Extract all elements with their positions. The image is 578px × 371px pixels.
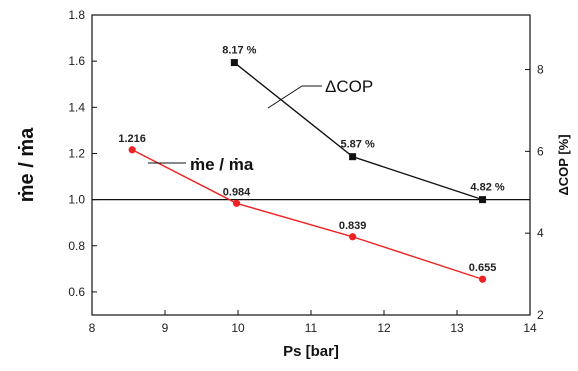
data-point-mass-ratio (349, 233, 357, 241)
data-label-mass-ratio: 0.984 (223, 186, 251, 198)
x-axis-title: Ps [bar] (283, 343, 339, 360)
y-tick-label: 1.8 (68, 8, 85, 22)
data-point-delta-cop (230, 59, 238, 67)
data-point-delta-cop (479, 196, 487, 204)
annotation-leader-delta-cop (267, 85, 303, 109)
x-tick-label: 14 (523, 321, 537, 335)
x-tick-label: 9 (162, 321, 169, 335)
data-label-mass-ratio: 0.655 (469, 262, 497, 274)
data-point-mass-ratio (232, 199, 241, 207)
data-point-mass-ratio (128, 146, 136, 154)
annotation-mass-ratio: ṁe / ṁa (190, 155, 254, 174)
x-tick-label: 13 (450, 321, 464, 335)
x-tick-label: 12 (377, 321, 391, 335)
data-label-delta-cop: 8.17 % (222, 45, 256, 57)
y-axis-title: ṁe / ṁa (16, 127, 38, 202)
x-tick-label: 8 (89, 321, 96, 335)
data-label-delta-cop: 4.82 % (470, 182, 504, 194)
data-label-mass-ratio: 1.216 (118, 133, 146, 145)
x-tick-label: 11 (305, 321, 318, 335)
y2-tick-label: 2 (537, 308, 544, 322)
x-tick-label: 10 (231, 321, 245, 335)
y2-tick-label: 8 (537, 63, 544, 77)
y-tick-label: 0.8 (68, 239, 85, 253)
y2-tick-label: 4 (537, 226, 544, 240)
y-tick-label: 1.0 (68, 193, 85, 207)
y2-tick-label: 6 (537, 144, 544, 158)
data-label-delta-cop: 5.87 % (340, 139, 374, 151)
data-point-delta-cop (349, 153, 357, 161)
series-line-mass-ratio (131, 149, 483, 280)
y-tick-label: 1.4 (68, 100, 85, 114)
y2-axis-title: ΔCOP [%] (556, 134, 571, 195)
data-point-mass-ratio (478, 275, 487, 283)
annotation-delta-cop: ΔCOP (325, 77, 373, 96)
data-label-mass-ratio: 0.839 (339, 220, 367, 232)
y-tick-label: 1.6 (68, 54, 85, 68)
y-tick-label: 0.6 (68, 285, 85, 299)
y-tick-label: 1.2 (68, 146, 85, 160)
